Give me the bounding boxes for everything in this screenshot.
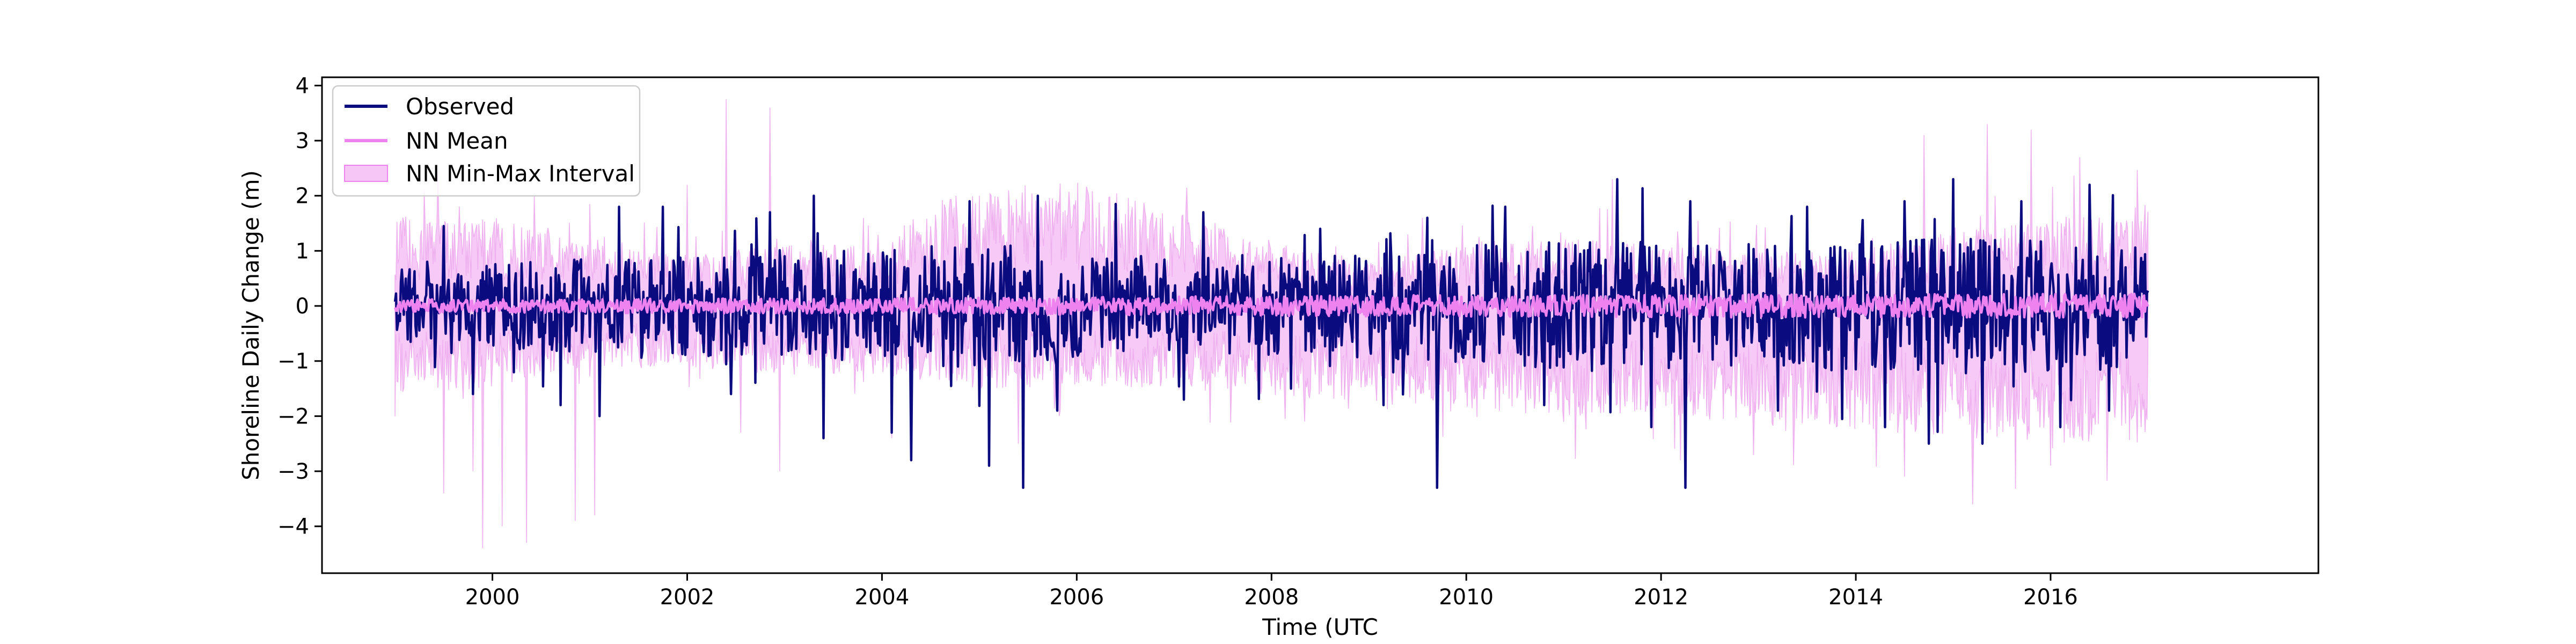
x-tick-label: 2004	[855, 585, 910, 610]
x-tick-label: 2006	[1049, 585, 1104, 610]
x-tick-label: 2008	[1244, 585, 1299, 610]
legend-box	[332, 85, 641, 197]
nn-mean-line	[393, 292, 2149, 319]
x-tick-label: 2002	[660, 585, 715, 610]
y-tick-label: 4	[296, 74, 309, 98]
y-tick-label: 3	[296, 129, 309, 153]
x-tick-label: 2014	[1828, 585, 1883, 610]
legend-nn-interval-label: NN Min-Max Interval	[406, 160, 635, 187]
x-tick-label: 2016	[2023, 585, 2078, 610]
legend-nn-interval-swatch	[344, 165, 388, 182]
y-tick-label: −1	[277, 349, 309, 374]
y-tick-label: −3	[277, 459, 309, 484]
y-tick-label: 2	[296, 184, 309, 209]
legend: Observed NN Mean NN Min-Max Interval	[332, 85, 641, 197]
observed-line	[393, 178, 2149, 489]
x-tick-label: 2012	[1634, 585, 1688, 610]
y-tick-label: −2	[277, 404, 309, 429]
legend-nn-mean-label: NN Mean	[406, 128, 508, 154]
y-tick-label: 1	[296, 239, 309, 264]
x-axis-label: Time (UTC	[1262, 614, 1378, 640]
y-tick-label: 0	[296, 294, 309, 319]
legend-observed-label: Observed	[406, 93, 514, 120]
x-tick-label: 2000	[465, 585, 520, 610]
plot-area	[393, 99, 2149, 548]
y-axis-label: Shoreline Daily Change (m)	[238, 170, 264, 480]
observed-series	[393, 178, 2149, 489]
nn-mean-series	[393, 292, 2149, 319]
y-axis: 4 3 2 1 0 −1 −2 −3 −4	[277, 74, 322, 539]
y-tick-label: −4	[277, 515, 309, 539]
x-axis: 2000 2002 2004 2006 2008 2010 2012 2014 2016	[465, 573, 2078, 610]
x-tick-label: 2010	[1439, 585, 1494, 610]
plot-frame	[321, 76, 2319, 574]
